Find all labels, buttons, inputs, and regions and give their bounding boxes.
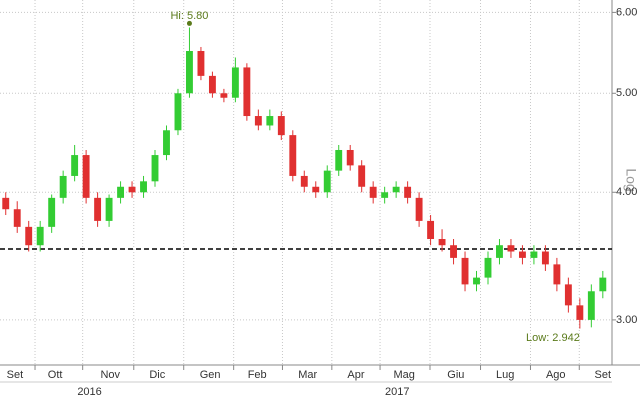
- candle-body: [231, 67, 239, 98]
- candle-body: [450, 245, 457, 258]
- candle-body: [415, 197, 423, 221]
- candle-body: [473, 277, 480, 285]
- candle-body: [576, 305, 584, 320]
- scale-label: Log: [623, 168, 639, 191]
- y-tick-label: 4.00: [616, 186, 637, 198]
- x-tick-label: Apr: [347, 369, 364, 381]
- x-tick-label: Ott: [48, 369, 63, 381]
- candle-body: [530, 251, 538, 258]
- x-tick-label: Set: [7, 369, 24, 381]
- candle-body: [404, 186, 412, 198]
- candle-body: [36, 226, 44, 246]
- candle-body: [599, 277, 607, 292]
- candle-body: [461, 257, 469, 285]
- candle-body: [94, 197, 102, 221]
- candle-body: [59, 175, 67, 198]
- candle-body: [518, 251, 526, 258]
- candle-body: [140, 181, 147, 193]
- candle-body: [128, 186, 136, 193]
- candle-body: [13, 209, 21, 227]
- candle-body: [496, 245, 503, 258]
- y-tick-label: 6.00: [616, 6, 637, 18]
- candle-body: [163, 130, 170, 156]
- candle-body: [484, 257, 492, 278]
- candle-body: [346, 149, 354, 166]
- candle-body: [186, 50, 193, 94]
- candle-body: [312, 186, 320, 193]
- candle-body: [564, 284, 572, 306]
- x-tick-label: Dic: [149, 369, 165, 381]
- candle-body: [553, 264, 561, 285]
- candle-body: [392, 186, 400, 193]
- year-label: 2016: [77, 386, 101, 398]
- candle-body: [289, 135, 297, 176]
- candle-body: [358, 165, 366, 187]
- x-tick-label: Mag: [393, 369, 414, 381]
- y-tick-label: 3.00: [616, 314, 637, 326]
- candle-body: [151, 155, 159, 182]
- candle-body: [438, 239, 446, 246]
- candle-body: [323, 170, 331, 193]
- candle-body: [197, 50, 205, 76]
- candle-body: [266, 116, 274, 126]
- candle-body: [243, 67, 251, 117]
- candle-body: [25, 226, 33, 246]
- candle-body: [117, 186, 125, 198]
- year-label: 2017: [385, 386, 409, 398]
- x-tick-label: Feb: [248, 369, 267, 381]
- candle-body: [220, 93, 228, 98]
- y-tick-label: 5.00: [616, 87, 637, 99]
- candle-body: [277, 116, 285, 136]
- candle-body: [300, 175, 308, 187]
- candle-body: [105, 197, 113, 221]
- x-tick-label: Nov: [100, 369, 120, 381]
- annotation: Hi: 5.80: [170, 10, 208, 22]
- candle-body: [2, 197, 10, 210]
- candle-body: [541, 251, 549, 265]
- x-tick-label: Lug: [496, 369, 514, 381]
- candle-body: [254, 116, 262, 126]
- candle-body: [335, 149, 343, 171]
- candle-body: [82, 155, 90, 198]
- candle-body: [587, 291, 595, 320]
- candle-body: [369, 186, 377, 198]
- x-tick-label: Ago: [546, 369, 566, 381]
- candle-body: [48, 197, 56, 227]
- candle-body: [208, 75, 216, 94]
- candle-body: [427, 220, 435, 240]
- x-tick-label: Set: [595, 369, 612, 381]
- candle-body: [174, 93, 182, 131]
- annotation-marker: [186, 20, 192, 26]
- candle-body: [381, 192, 389, 198]
- x-tick-label: Gen: [200, 369, 221, 381]
- candle-body: [71, 155, 79, 176]
- x-tick-label: Mar: [298, 369, 317, 381]
- candle-body: [507, 245, 515, 252]
- x-tick-label: Giu: [447, 369, 464, 381]
- annotation: Low: 2.942: [526, 332, 580, 344]
